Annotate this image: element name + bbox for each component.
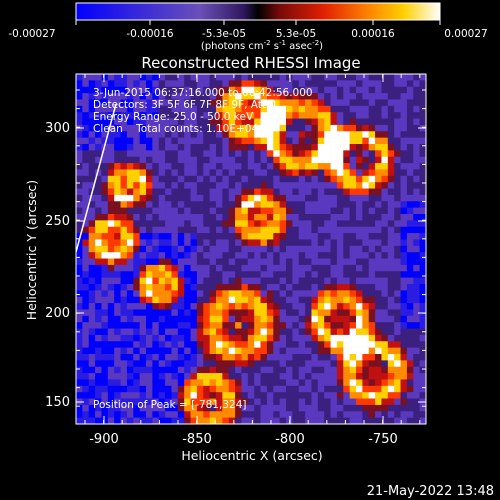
- info-time-range: 3-Jun-2015 06:37:16.000 to 06:42:56.000: [93, 87, 313, 99]
- y-tick-label: 250: [45, 214, 70, 229]
- colorbar-tick-label: -0.00016: [126, 28, 174, 40]
- solar-limb-line: [76, 103, 117, 253]
- plot-frame: [75, 73, 427, 425]
- colorbar-tick-label: 0.00016: [351, 28, 395, 40]
- y-tick-label: 300: [45, 121, 70, 136]
- colorbar-tick-label: -0.00027: [8, 28, 55, 40]
- y-tick-label: 150: [45, 395, 70, 410]
- timestamp: 21-May-2022 13:48: [367, 484, 494, 499]
- info-counts: Clean Total counts: 1.10E+04: [93, 123, 258, 135]
- axis-ticks: [76, 74, 426, 424]
- plot-title: Reconstructed RHESSI Image: [141, 54, 360, 72]
- x-tick-label: -800: [275, 432, 305, 447]
- x-tick-label: -900: [89, 432, 119, 447]
- x-tick-label: -850: [182, 432, 212, 447]
- info-detectors: Detectors: 3F 5F 6F 7F 8F 9F, Att 0: [93, 99, 276, 111]
- peak-position: Position of Peak = [-781,324]: [93, 399, 247, 411]
- colorbar-tick-label: 5.3e-05: [276, 28, 316, 40]
- info-annotation: 3-Jun-2015 06:37:16.000 to 06:42:56.000 …: [93, 87, 313, 411]
- x-axis-label: Heliocentric X (arcsec): [181, 448, 322, 463]
- info-energy-range: Energy Range: 25.0 - 50.0 keV: [93, 111, 254, 123]
- colorbar: -0.00027 -0.00016 -5.3e-05 5.3e-05 0.000…: [8, 2, 488, 52]
- y-axis-label: Heliocentric Y (arcsec): [24, 180, 39, 320]
- solar-image: [76, 74, 426, 424]
- colorbar-units: (photons cm-2 s-1 asec-2): [201, 39, 323, 52]
- colorbar-gradient: [75, 2, 441, 21]
- colorbar-tick-label: 0.00027: [444, 28, 487, 40]
- x-tick-label: -750: [368, 432, 398, 447]
- y-tick-label: 200: [45, 306, 70, 321]
- colorbar-tick-label: -5.3e-05: [202, 28, 246, 40]
